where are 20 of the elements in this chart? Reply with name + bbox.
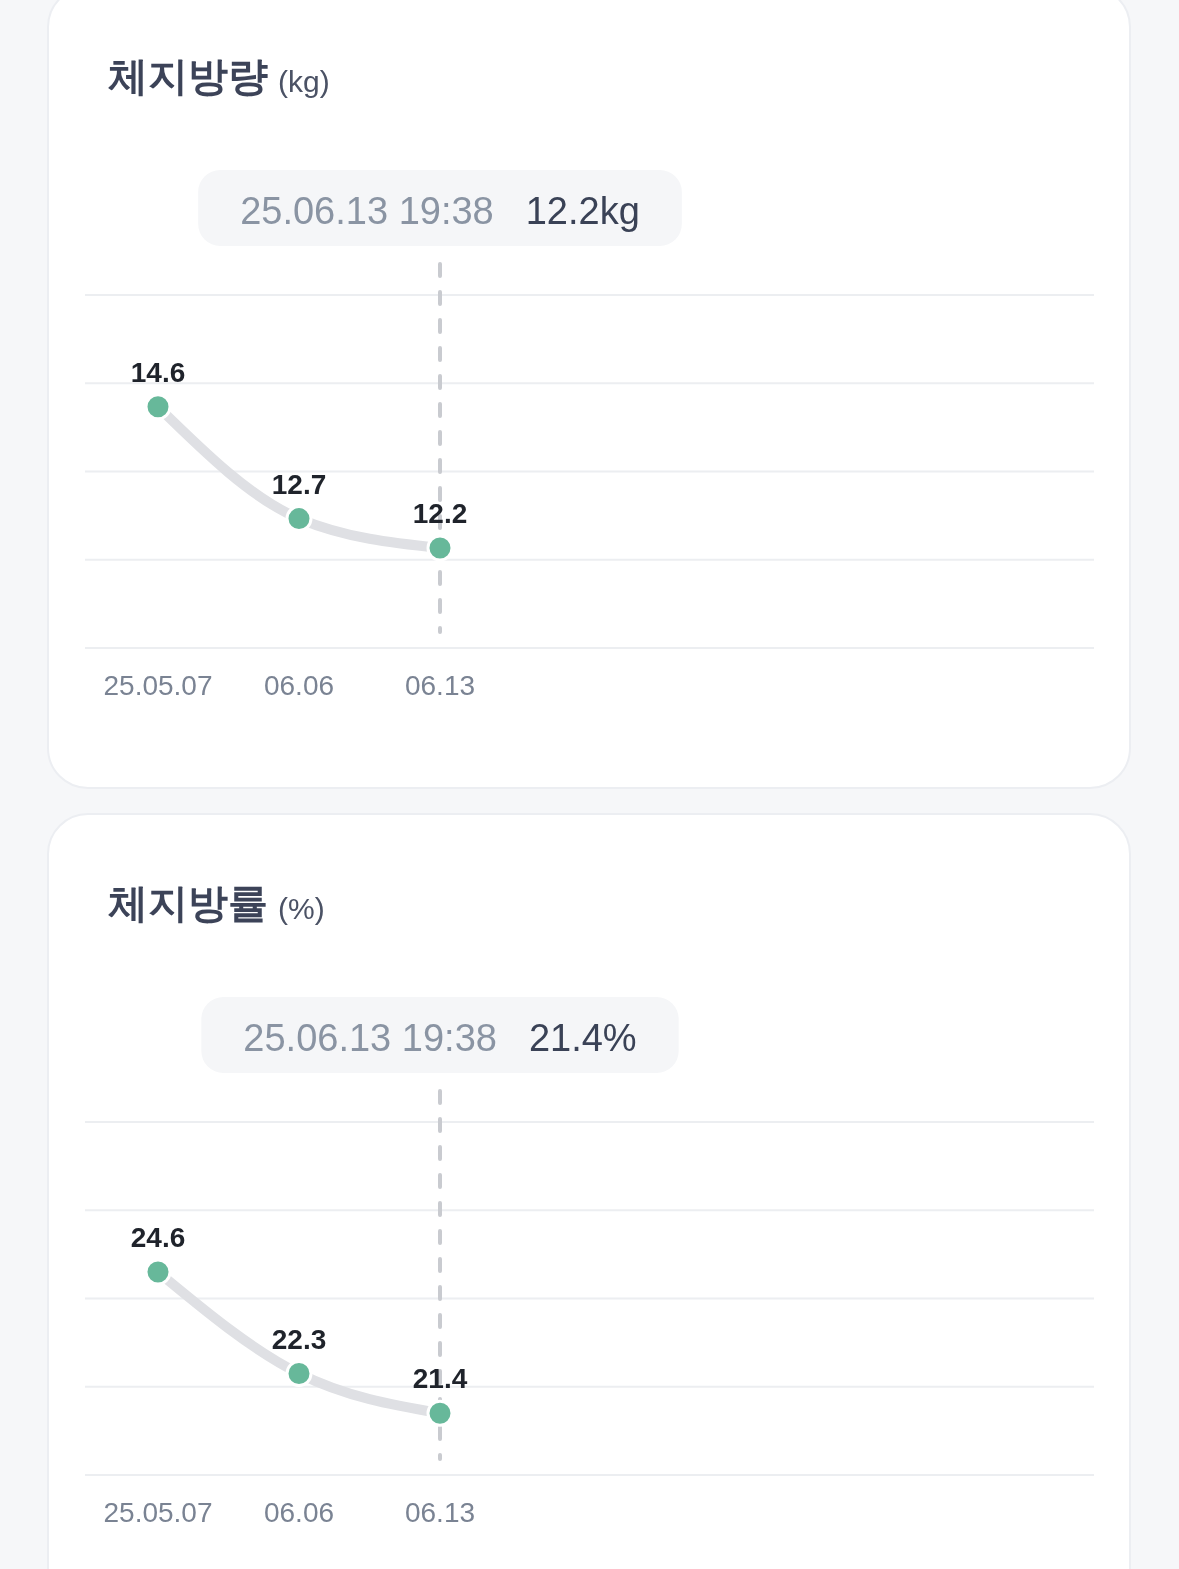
data-label: 14.6 [130, 356, 186, 388]
chart-subtitle: (%) [278, 892, 325, 925]
chart-title: 체지방량 [108, 54, 268, 98]
chart-title: 체지방률 [108, 881, 268, 925]
text: 25.06.13 19:38 [243, 1017, 497, 1059]
data-label: 24.6 [130, 1222, 186, 1254]
data-label: 12.7 [271, 468, 327, 500]
text: 25.06.13 19:38 [240, 190, 494, 232]
data-label: 12.2 [412, 497, 468, 529]
data-label: 21.4 [412, 1363, 468, 1395]
x-tick-label: 25.05.07 [103, 1497, 213, 1528]
text: 12.2kg [525, 190, 640, 232]
x-tick-label: 25.05.07 [103, 670, 213, 701]
x-tick-label: 06.13 [404, 1497, 476, 1528]
x-tick-label: 06.13 [404, 670, 476, 701]
x-tick-label: 06.06 [263, 670, 335, 701]
x-tick-label: 06.06 [263, 1497, 335, 1528]
data-label: 22.3 [271, 1323, 327, 1355]
text: 21.4% [528, 1017, 637, 1059]
chart-subtitle: (kg) [278, 65, 330, 98]
